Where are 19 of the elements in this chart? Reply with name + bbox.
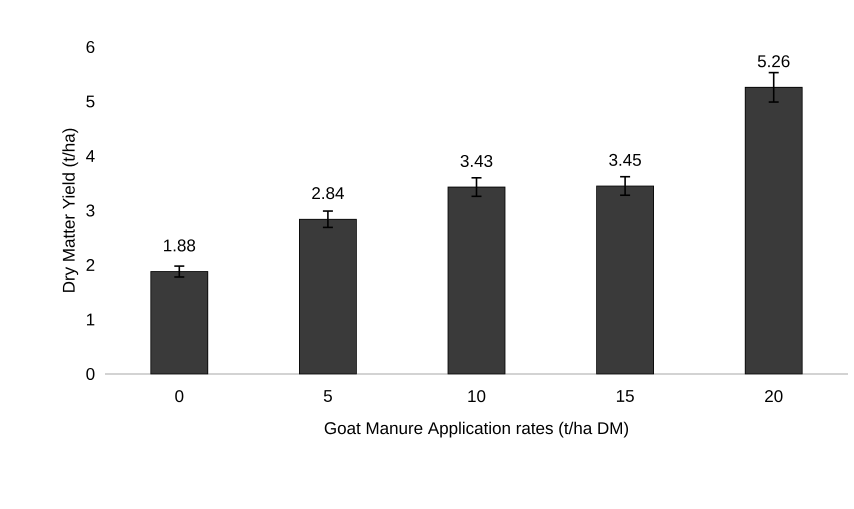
x-tick-label: 10	[468, 390, 486, 402]
y-tick-label: 1	[86, 314, 94, 326]
y-tick-label: 6	[86, 40, 94, 54]
y-axis-title: Dry Matter Yield (t/ha)	[62, 128, 78, 292]
data-label: 5.26	[758, 55, 790, 68]
y-tick-label: 4	[86, 150, 95, 162]
y-tick-label: 5	[86, 96, 94, 108]
data-label: 2.84	[312, 187, 344, 200]
y-tick-label: 0	[86, 368, 94, 380]
x-tick-label: 5	[324, 390, 332, 402]
x-tick-label: 15	[616, 390, 634, 402]
x-axis-title: Goat Manure Application rates (t/ha DM)	[324, 422, 628, 438]
data-label: 1.88	[164, 239, 196, 252]
x-tick-label: 20	[765, 390, 782, 402]
data-label: 3.45	[609, 154, 641, 166]
y-tick-label: 2	[86, 259, 94, 271]
data-label: 3.43	[460, 154, 492, 168]
x-tick-label: 0	[175, 390, 184, 402]
y-tick-label: 3	[86, 204, 94, 217]
